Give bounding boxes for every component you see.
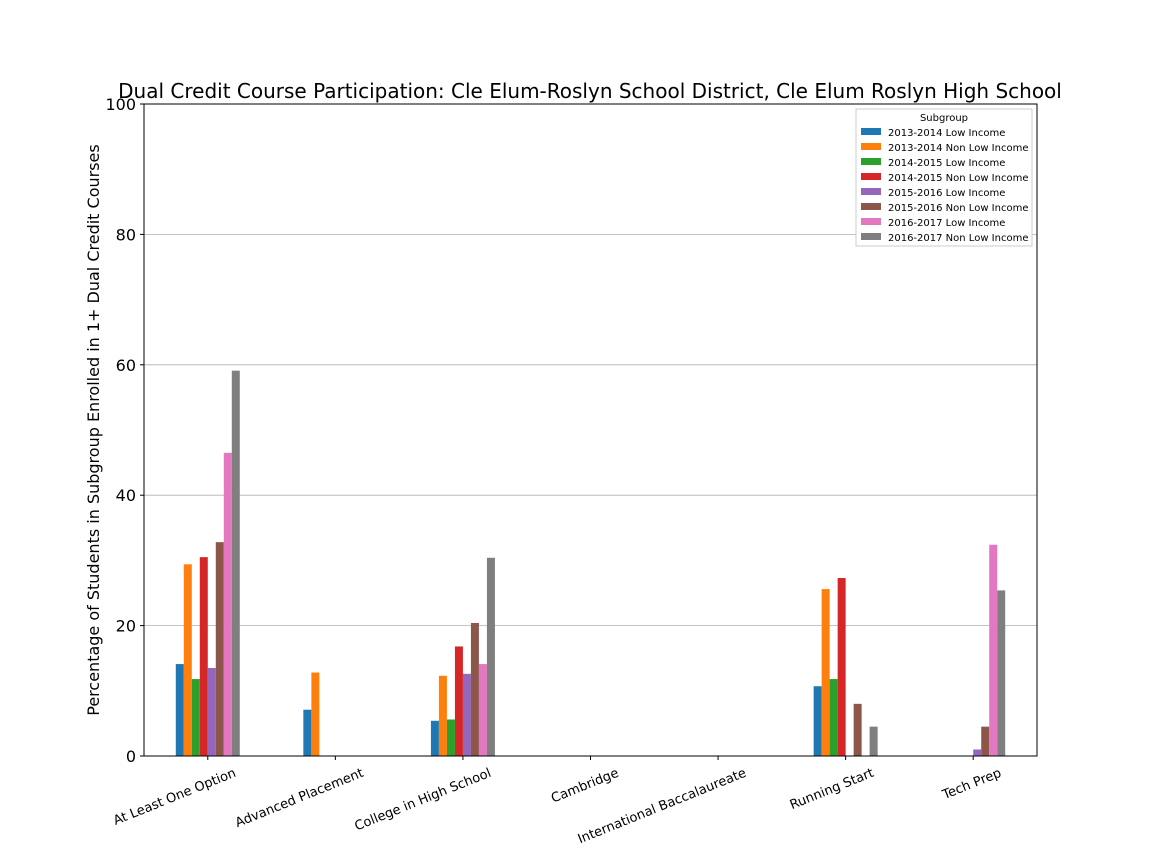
bar (821, 589, 830, 756)
legend-swatch (861, 203, 881, 210)
bar (231, 370, 240, 756)
x-tick-label: At Least One Option (111, 766, 238, 829)
bar (303, 709, 312, 756)
bar (470, 622, 479, 756)
legend-swatch (861, 233, 881, 240)
legend-label: 2013-2014 Non Low Income (888, 143, 1028, 154)
bar (981, 726, 990, 756)
bar (438, 675, 447, 756)
y-axis-ticks: 0 20 40 60 80 100 (105, 95, 144, 766)
bar (997, 590, 1006, 756)
bar (478, 664, 487, 756)
bar (191, 679, 200, 756)
legend-label: 2015-2016 Non Low Income (888, 203, 1028, 214)
bar (853, 703, 862, 756)
legend-label: 2015-2016 Low Income (888, 188, 1005, 199)
bar (311, 672, 320, 756)
legend-label: 2016-2017 Non Low Income (888, 233, 1028, 244)
gridlines (144, 233, 1037, 626)
x-tick-label: College in High School (353, 766, 494, 835)
legend-label: 2013-2014 Low Income (888, 128, 1005, 139)
legend-swatch (861, 218, 881, 225)
bar (223, 452, 232, 756)
legend: Subgroup 2013-2014 Low Income 2013-2014 N… (855, 108, 1033, 247)
bar (454, 646, 463, 756)
bar (813, 686, 822, 756)
legend-swatch (861, 188, 881, 195)
bar (430, 720, 439, 756)
bar (837, 578, 846, 756)
y-axis-label: Percentage of Students in Subgroup Enrol… (84, 144, 103, 715)
chart-title: Dual Credit Course Participation: Cle El… (118, 79, 1062, 103)
bars (175, 370, 1006, 756)
legend-swatch (861, 158, 881, 165)
legend-box (855, 108, 1033, 247)
y-tick-label: 100 (105, 95, 136, 114)
bar (989, 544, 998, 756)
bar (462, 673, 471, 756)
bar (486, 557, 495, 756)
bar (183, 564, 192, 756)
bar (175, 664, 184, 756)
x-tick-label: Running Start (788, 766, 876, 813)
bar (215, 542, 224, 756)
bar (446, 719, 455, 756)
y-tick-label: 80 (116, 225, 136, 244)
legend-title: Subgroup (920, 113, 968, 124)
legend-label: 2014-2015 Low Income (888, 158, 1005, 169)
legend-swatch (861, 173, 881, 180)
x-tick-label: Tech Prep (940, 766, 1004, 804)
x-tick-label: Cambridge (549, 766, 621, 807)
legend-label: 2014-2015 Non Low Income (888, 173, 1028, 184)
bar (199, 557, 208, 756)
x-tick-label: Advanced Placement (233, 766, 366, 831)
bar (869, 726, 878, 756)
legend-swatch (861, 143, 881, 150)
y-tick-label: 0 (126, 747, 136, 766)
bar (973, 749, 982, 756)
y-tick-label: 40 (116, 486, 136, 505)
legend-label: 2016-2017 Low Income (888, 218, 1005, 229)
y-tick-label: 20 (116, 617, 136, 636)
bar (207, 667, 216, 756)
legend-swatch (861, 128, 881, 135)
bar (829, 679, 838, 756)
y-tick-label: 60 (116, 356, 136, 375)
